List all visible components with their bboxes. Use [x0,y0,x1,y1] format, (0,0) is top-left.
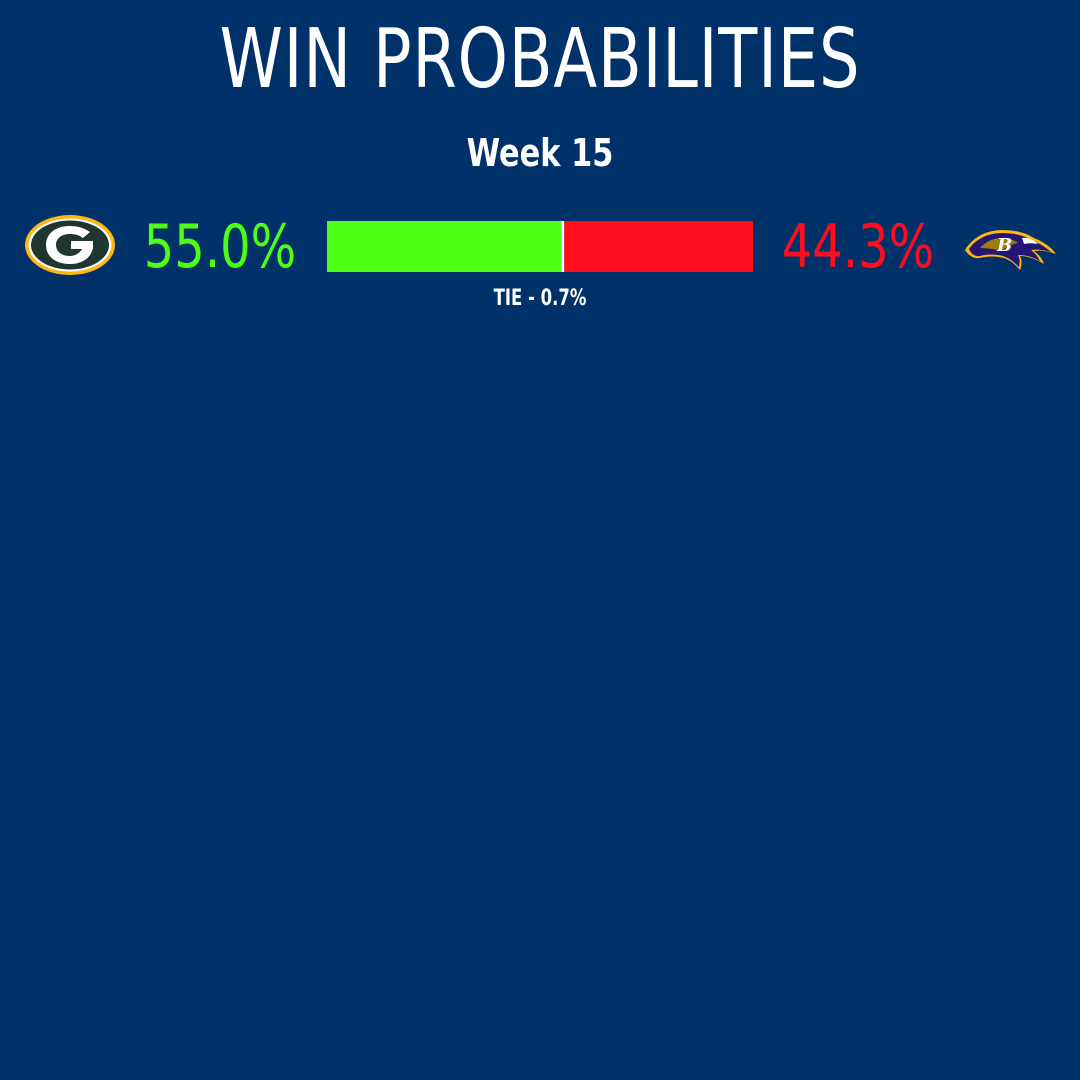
page-title: WIN PROBABILITIES [219,12,861,107]
right-team-probability: 44.3% [781,212,935,282]
svg-text:B: B [996,235,1012,256]
probability-bar-chart [327,221,753,272]
left-team-probability: 55.0% [143,212,297,282]
tie-probability-label: TIE - 0.7% [493,286,587,311]
left-win-segment [327,221,562,272]
right-win-segment [564,221,753,272]
ravens-logo-icon: B [962,220,1058,272]
page-subtitle: Week 15 [466,131,614,175]
tie-segment [561,221,565,272]
probability-bar [327,221,753,272]
packers-g-logo-icon [24,214,116,276]
